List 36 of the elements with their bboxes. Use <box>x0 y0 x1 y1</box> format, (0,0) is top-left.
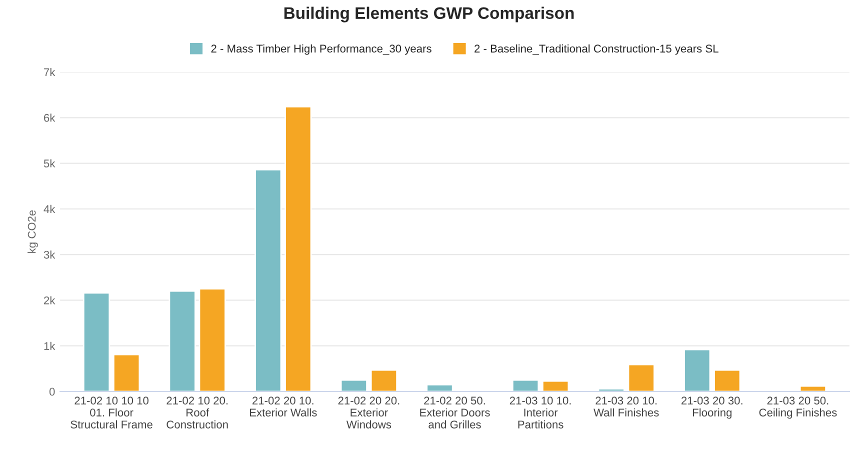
x-tick-label: 21-02 20 20. Exterior Windows <box>338 396 400 428</box>
x-tick-label: 21-02 10 10 10 01. Floor Structural Frame <box>70 396 152 428</box>
bar <box>168 290 196 392</box>
bar <box>340 379 368 392</box>
y-tick-label: 3k <box>44 250 56 259</box>
bar <box>370 369 398 392</box>
x-tick-label: 21-02 20 50. Exterior Doors and Grilles <box>420 396 490 428</box>
x-tick-label: 21-03 20 50. Ceiling Finishes <box>759 396 837 419</box>
bar <box>684 348 711 392</box>
bar <box>112 354 140 392</box>
legend-label: 2 - Mass Timber High Performance_30 years <box>211 44 432 55</box>
x-tick-label: 21-03 20 10. Wall Finishes <box>594 396 659 416</box>
y-tick-label: 1k <box>44 342 56 350</box>
legend-label: 2 - Baseline_Traditional Construction-15 years SL <box>474 44 718 55</box>
y-axis-title: kg CO2e <box>28 210 38 253</box>
bar <box>542 380 570 392</box>
y-tick-label: 5k <box>44 159 56 168</box>
bar <box>82 292 110 392</box>
bar <box>284 106 312 392</box>
y-tick-label: 0 <box>49 388 55 396</box>
bar <box>426 384 454 392</box>
bar <box>799 385 827 392</box>
bar <box>628 364 655 392</box>
x-tick-label: 21-02 10 20. Roof Construction <box>166 396 228 428</box>
bar <box>198 288 226 392</box>
bar <box>714 369 741 392</box>
y-tick-label: 2k <box>44 296 56 304</box>
y-tick-label: 6k <box>44 114 56 122</box>
bar <box>254 168 282 392</box>
bar <box>512 379 540 392</box>
y-tick-label: 4k <box>44 204 56 213</box>
y-tick-label: 7k <box>44 68 56 76</box>
chart-title: Building Elements GWP Comparison <box>284 6 574 22</box>
x-tick-label: 21-03 20 30. Flooring <box>682 396 742 419</box>
x-tick-label: 21-03 10 10. Interior Partitions <box>510 396 571 428</box>
x-tick-label: 21-02 20 10. Exterior Walls <box>250 396 317 416</box>
